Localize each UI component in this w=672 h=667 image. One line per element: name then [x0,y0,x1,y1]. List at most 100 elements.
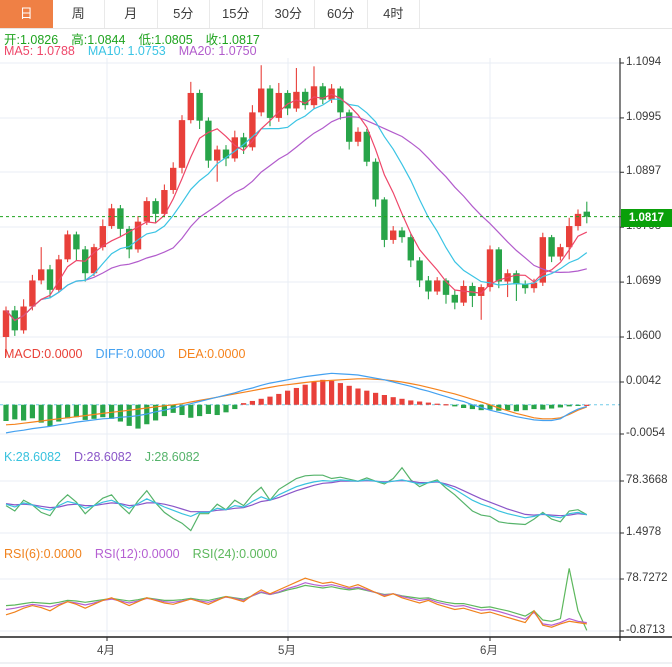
candle-body [539,237,546,283]
price-axis-label: 1.0897 [626,165,662,178]
candle-body [513,273,520,285]
macd-hist-bar [258,398,264,405]
macd-hist-bar [126,404,132,426]
rsi-axis-label: 78.7272 [626,572,668,584]
candle-body [231,137,238,159]
candle-body [178,120,186,168]
candle-body [372,161,379,200]
candle-body [152,201,159,214]
tab-日[interactable]: 日 [0,0,53,28]
macd-hist-bar [549,404,555,409]
macd-hist-bar [373,392,379,405]
candle-body [134,221,142,250]
tab-5分[interactable]: 5分 [158,0,210,28]
diff-line [5,372,587,434]
rsi6-line [5,577,587,628]
macd-hist-bar [311,382,317,405]
month-label: 4月 [97,645,115,657]
rsi12-line [5,582,587,626]
macd-hist-bar [302,384,308,405]
candle-body [557,247,564,257]
macd-hist-bar [417,401,423,405]
candle-body [354,131,362,142]
candle-body [451,294,458,303]
tab-周[interactable]: 周 [53,0,105,28]
tab-60分[interactable]: 60分 [315,0,368,28]
candle-body [583,211,590,217]
candle-body [205,120,212,161]
candle-body [416,260,423,281]
candle-body [99,226,106,248]
candle-body [126,228,133,250]
macd-hist-bar [38,404,44,423]
candle-body [29,280,36,307]
macd-hist-bar [12,404,18,420]
macd-hist-bar [531,404,537,410]
macd-hist-bar [117,404,123,422]
candle-body [486,249,494,288]
macd-hist-bar [29,404,35,419]
macd-hist-bar [461,404,467,408]
macd-hist-bar [584,404,590,406]
macd-hist-bar [135,404,141,429]
candle-body [64,234,71,260]
candle-body [170,167,177,191]
d-line [5,479,587,517]
candle-body [478,287,485,296]
j-line [5,466,588,532]
rsi24-line [5,568,588,631]
macd-hist-bar [65,404,71,419]
macd-hist-bar [100,404,106,418]
macd-hist-bar [249,400,255,405]
dea-line [5,378,588,426]
candle-body [442,280,450,295]
tab-4时[interactable]: 4时 [368,0,420,28]
candle-body [73,234,80,250]
macd-hist-bar [505,404,511,411]
candle-body [214,149,221,161]
candle-body [390,230,397,240]
price-axis-label: 1.1094 [626,56,662,68]
macd-hist-bar [91,404,97,419]
macd-hist-bar [320,379,326,405]
candle-body [222,149,230,159]
candle-body [407,237,414,261]
candle-body [275,92,282,118]
price-axis-label: 1.0699 [626,275,662,288]
candle-body [258,88,265,113]
macd-hist-bar [346,385,352,405]
month-label: 6月 [480,645,498,657]
macd-axis-label: 0.0042 [626,375,662,387]
candle-body [108,208,115,227]
kdj-axis-label: 78.3668 [626,474,668,486]
macd-hist-bar [188,404,194,418]
macd-hist-bar [408,400,414,405]
candle-body [161,190,168,214]
macd-hist-bar [241,403,247,405]
macd-hist-bar [276,393,282,405]
macd-hist-bar [285,390,291,405]
tab-15分[interactable]: 15分 [210,0,263,28]
tab-30分[interactable]: 30分 [263,0,315,28]
candle-body [90,247,98,274]
macd-hist-bar [73,404,79,418]
period-tabbar: 日周月 5分 15分 30分 60分 4时 [0,0,672,29]
macd-hist-bar [232,404,238,410]
macd-hist-bar [293,387,299,405]
candle-body [2,310,10,337]
candle-body [495,249,502,282]
candle-body [266,88,274,118]
candle-body [574,213,582,227]
macd-hist-bar [443,404,449,406]
candle-body [469,285,476,296]
macd-hist-bar [557,404,563,408]
macd-hist-bar [469,404,475,410]
candle-body [143,201,150,222]
tab-月[interactable]: 月 [105,0,158,28]
macd-hist-bar [355,388,361,405]
macd-hist-bar [425,402,431,405]
macd-hist-bar [399,398,405,405]
ma5-line [5,93,588,322]
